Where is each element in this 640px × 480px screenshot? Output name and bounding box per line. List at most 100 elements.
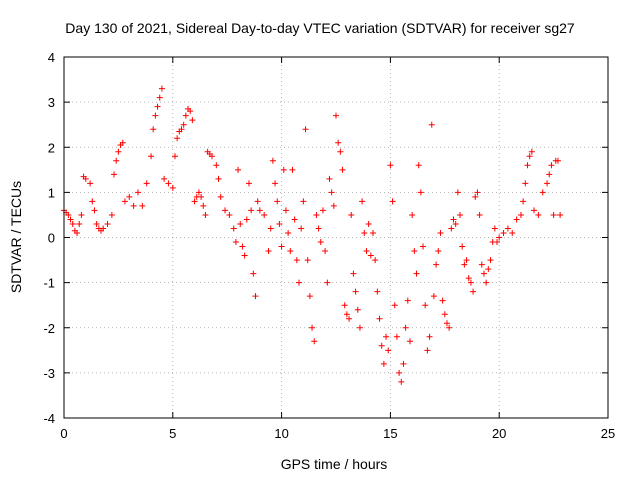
data-point bbox=[422, 302, 429, 309]
data-point bbox=[348, 211, 355, 218]
x-tick-label: 0 bbox=[60, 426, 67, 441]
data-point bbox=[380, 360, 387, 367]
data-point bbox=[319, 207, 326, 214]
data-point bbox=[89, 198, 96, 205]
x-axis-label: GPS time / hours bbox=[280, 456, 388, 472]
data-point bbox=[465, 275, 472, 282]
data-point bbox=[243, 216, 250, 223]
x-tick-label: 20 bbox=[492, 426, 506, 441]
data-point bbox=[152, 112, 159, 119]
data-point bbox=[100, 225, 107, 232]
data-point bbox=[245, 180, 252, 187]
data-point bbox=[426, 333, 433, 340]
data-point bbox=[76, 220, 83, 227]
data-point bbox=[226, 211, 233, 218]
data-point bbox=[398, 378, 405, 385]
data-point bbox=[311, 338, 318, 345]
data-point bbox=[435, 248, 442, 255]
data-point bbox=[232, 239, 239, 246]
data-point bbox=[402, 324, 409, 331]
data-point bbox=[104, 220, 111, 227]
data-point bbox=[256, 207, 263, 214]
data-point bbox=[115, 148, 122, 155]
data-point bbox=[433, 261, 440, 268]
grid bbox=[64, 57, 608, 418]
data-point bbox=[359, 198, 366, 205]
data-point bbox=[171, 153, 178, 160]
data-point bbox=[413, 270, 420, 277]
data-point bbox=[411, 248, 418, 255]
data-point bbox=[309, 324, 316, 331]
data-point bbox=[459, 243, 466, 250]
data-point bbox=[504, 225, 511, 232]
data-point bbox=[187, 108, 194, 115]
data-point bbox=[365, 220, 372, 227]
data-point bbox=[409, 211, 416, 218]
data-point bbox=[404, 297, 411, 304]
data-point bbox=[254, 198, 261, 205]
data-point bbox=[376, 315, 383, 322]
data-point bbox=[150, 126, 157, 133]
data-point bbox=[463, 257, 470, 264]
data-point bbox=[391, 302, 398, 309]
data-point bbox=[248, 207, 255, 214]
data-point bbox=[341, 302, 348, 309]
data-point bbox=[222, 207, 229, 214]
data-point bbox=[387, 162, 394, 169]
data-point bbox=[202, 211, 209, 218]
data-point bbox=[161, 175, 168, 182]
data-point bbox=[437, 229, 444, 236]
data-point bbox=[513, 216, 520, 223]
data-point bbox=[235, 166, 242, 173]
data-point bbox=[285, 229, 292, 236]
data-point bbox=[158, 85, 165, 92]
data-point bbox=[356, 324, 363, 331]
data-point bbox=[415, 162, 422, 169]
data-point bbox=[517, 211, 524, 218]
data-point bbox=[369, 229, 376, 236]
data-point bbox=[191, 198, 198, 205]
data-point bbox=[491, 225, 498, 232]
chart-title: Day 130 of 2021, Sidereal Day-to-day VTE… bbox=[65, 20, 575, 36]
data-point bbox=[389, 198, 396, 205]
data-point bbox=[393, 333, 400, 340]
data-point bbox=[315, 225, 322, 232]
y-tick-label: 0 bbox=[48, 231, 55, 246]
data-point bbox=[494, 239, 501, 246]
data-point bbox=[400, 360, 407, 367]
data-point bbox=[174, 135, 181, 142]
data-point bbox=[485, 266, 492, 273]
y-tick-label: -4 bbox=[43, 411, 55, 426]
data-point bbox=[535, 211, 542, 218]
data-point bbox=[450, 216, 457, 223]
data-point bbox=[461, 261, 468, 268]
y-tick-label: 1 bbox=[48, 185, 55, 200]
data-point bbox=[298, 225, 305, 232]
data-point bbox=[361, 229, 368, 236]
data-point bbox=[267, 225, 274, 232]
data-point bbox=[328, 189, 335, 196]
data-point bbox=[293, 257, 300, 264]
data-point bbox=[215, 175, 222, 182]
data-points bbox=[61, 85, 564, 385]
data-point bbox=[230, 225, 237, 232]
x-tick-label: 10 bbox=[274, 426, 288, 441]
data-point bbox=[93, 220, 100, 227]
data-point bbox=[448, 225, 455, 232]
data-point bbox=[452, 220, 459, 227]
y-tick-label: -3 bbox=[43, 366, 55, 381]
data-point bbox=[524, 162, 531, 169]
data-point bbox=[531, 207, 538, 214]
data-point bbox=[300, 198, 307, 205]
data-point bbox=[457, 211, 464, 218]
data-point bbox=[198, 193, 205, 200]
data-point bbox=[180, 121, 187, 128]
data-point bbox=[78, 211, 85, 218]
data-point bbox=[182, 112, 189, 119]
data-point bbox=[441, 311, 448, 318]
data-point bbox=[195, 189, 202, 196]
data-point bbox=[522, 180, 529, 187]
data-point bbox=[470, 288, 477, 295]
data-point bbox=[91, 207, 98, 214]
